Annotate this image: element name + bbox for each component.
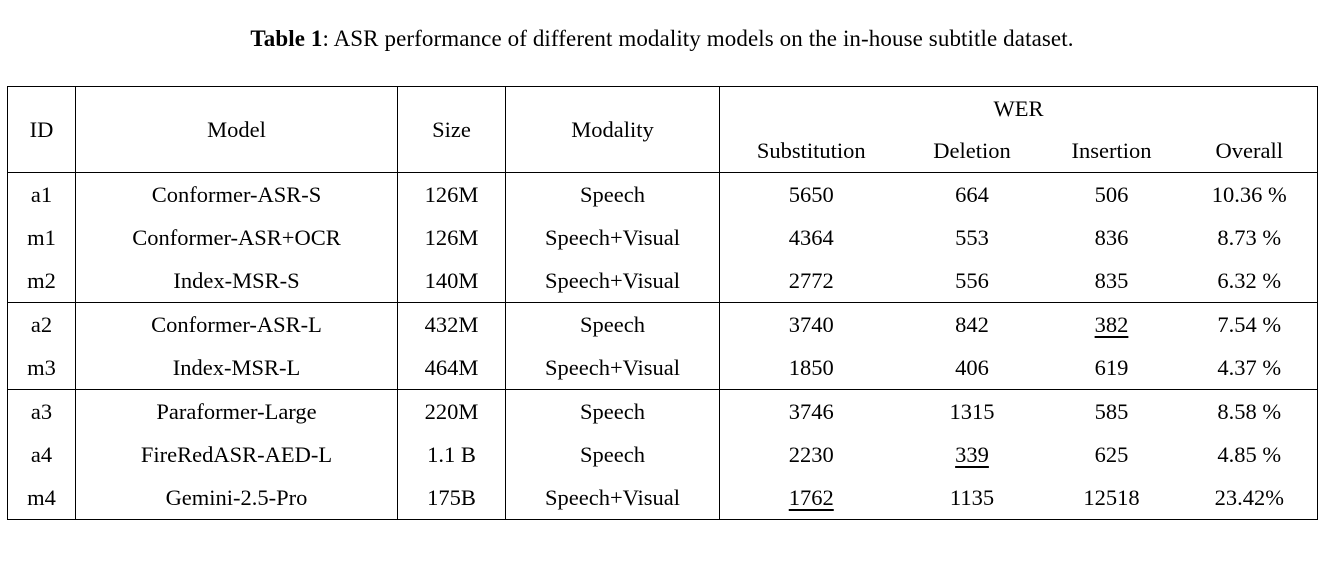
cell-size: 126M bbox=[397, 172, 506, 216]
table-row-m1: m1 Conformer-ASR+OCR 126M Speech+Visual … bbox=[7, 216, 1318, 259]
cell-insertion: 619 bbox=[1094, 354, 1129, 380]
cell-modality: Speech+Visual bbox=[505, 346, 720, 390]
header-modality: Modality bbox=[505, 86, 720, 173]
cell-id: m2 bbox=[7, 259, 76, 303]
cell-overall: 23.42% bbox=[1214, 484, 1284, 510]
header-insertion: Insertion bbox=[1071, 138, 1152, 163]
cell-overall: 6.32 % bbox=[1217, 267, 1282, 293]
header-size: Size bbox=[397, 86, 506, 173]
table-row-a2: a2 Conformer-ASR-L 432M Speech 3740 842 … bbox=[7, 302, 1318, 346]
cell-id: m1 bbox=[7, 216, 76, 259]
cell-id: a1 bbox=[7, 172, 76, 216]
table-row-a1: a1 Conformer-ASR-S 126M Speech 5650 664 … bbox=[7, 172, 1318, 216]
row-group-baselines: a3 Paraformer-Large 220M Speech 3746 131… bbox=[7, 389, 1318, 520]
cell-substitution: 1762 bbox=[788, 484, 834, 510]
cell-id: m3 bbox=[7, 346, 76, 390]
header-deletion: Deletion bbox=[933, 138, 1011, 163]
header-overall: Overall bbox=[1215, 138, 1283, 163]
cell-insertion: 585 bbox=[1094, 398, 1129, 424]
row-group-large-models: a2 Conformer-ASR-L 432M Speech 3740 842 … bbox=[7, 302, 1318, 390]
cell-substitution: 1850 bbox=[788, 354, 834, 380]
cell-substitution: 2230 bbox=[788, 441, 834, 467]
cell-modality: Speech+Visual bbox=[505, 476, 720, 520]
cell-model: Conformer-ASR-L bbox=[75, 302, 398, 346]
cell-modality: Speech+Visual bbox=[505, 259, 720, 303]
asr-results-table: ID Model Size Modality WER Substitution … bbox=[7, 86, 1318, 520]
cell-overall: 10.36 % bbox=[1211, 181, 1287, 207]
cell-deletion: 1135 bbox=[949, 484, 995, 510]
cell-model: Conformer-ASR+OCR bbox=[75, 216, 398, 259]
cell-overall: 8.58 % bbox=[1217, 398, 1282, 424]
cell-insertion: 625 bbox=[1094, 441, 1129, 467]
cell-insertion: 836 bbox=[1094, 224, 1129, 250]
cell-insertion: 12518 bbox=[1083, 484, 1140, 510]
cell-id: a2 bbox=[7, 302, 76, 346]
header-row-main: ID Model Size Modality WER bbox=[7, 86, 1318, 173]
cell-modality: Speech bbox=[505, 433, 720, 476]
cell-model: FireRedASR-AED-L bbox=[75, 433, 398, 476]
cell-model: Conformer-ASR-S bbox=[75, 172, 398, 216]
table-row-a3: a3 Paraformer-Large 220M Speech 3746 131… bbox=[7, 389, 1318, 433]
cell-model: Paraformer-Large bbox=[75, 389, 398, 433]
cell-size: 220M bbox=[397, 389, 506, 433]
cell-modality: Speech+Visual bbox=[505, 216, 720, 259]
cell-deletion: 406 bbox=[955, 354, 989, 380]
table-row-m2: m2 Index-MSR-S 140M Speech+Visual 2772 5… bbox=[7, 259, 1318, 303]
cell-deletion: 553 bbox=[955, 224, 989, 250]
cell-model: Gemini-2.5-Pro bbox=[75, 476, 398, 520]
header-row-sub: Substitution Deletion Insertion Overall bbox=[8, 130, 1318, 173]
cell-substitution: 3746 bbox=[788, 398, 834, 424]
cell-overall: 4.37 % bbox=[1217, 354, 1282, 380]
cell-id: a4 bbox=[7, 433, 76, 476]
cell-size: 464M bbox=[397, 346, 506, 390]
cell-size: 175B bbox=[397, 476, 506, 520]
cell-model: Index-MSR-S bbox=[75, 259, 398, 303]
cell-size: 1.1 B bbox=[397, 433, 506, 476]
cell-deletion: 556 bbox=[955, 267, 989, 293]
cell-overall: 7.54 % bbox=[1217, 311, 1282, 337]
header-id: ID bbox=[7, 86, 76, 173]
cell-overall: 8.73 % bbox=[1217, 224, 1282, 250]
cell-substitution: 5650 bbox=[788, 181, 834, 207]
cell-substitution: 3740 bbox=[788, 311, 834, 337]
cell-size: 432M bbox=[397, 302, 506, 346]
cell-id: a3 bbox=[7, 389, 76, 433]
cell-overall: 4.85 % bbox=[1217, 441, 1282, 467]
cell-modality: Speech bbox=[505, 389, 720, 433]
cell-modality: Speech bbox=[505, 172, 720, 216]
caption-text: : ASR performance of different modality … bbox=[322, 26, 1074, 51]
cell-id: m4 bbox=[7, 476, 76, 520]
table-row-a4: a4 FireRedASR-AED-L 1.1 B Speech 2230 33… bbox=[7, 433, 1318, 476]
header-substitution: Substitution bbox=[756, 138, 866, 163]
cell-modality: Speech bbox=[505, 302, 720, 346]
cell-deletion: 664 bbox=[955, 181, 989, 207]
cell-size: 140M bbox=[397, 259, 506, 303]
cell-deletion: 842 bbox=[955, 311, 989, 337]
cell-substitution: 4364 bbox=[788, 224, 834, 250]
cell-substitution: 2772 bbox=[788, 267, 834, 293]
row-group-small-models: a1 Conformer-ASR-S 126M Speech 5650 664 … bbox=[7, 172, 1318, 303]
header-model: Model bbox=[75, 86, 398, 173]
cell-insertion: 506 bbox=[1094, 181, 1129, 207]
cell-size: 126M bbox=[397, 216, 506, 259]
table-caption: Table 1: ASR performance of different mo… bbox=[7, 26, 1317, 52]
cell-insertion: 382 bbox=[1094, 311, 1129, 337]
cell-insertion: 835 bbox=[1094, 267, 1129, 293]
caption-label: Table 1 bbox=[250, 26, 323, 51]
table-row-m4: m4 Gemini-2.5-Pro 175B Speech+Visual 176… bbox=[7, 476, 1318, 520]
table-header: ID Model Size Modality WER Substitution … bbox=[7, 86, 1318, 173]
table-row-m3: m3 Index-MSR-L 464M Speech+Visual 1850 4… bbox=[7, 346, 1318, 390]
header-wer-group: WER bbox=[993, 95, 1044, 121]
cell-deletion: 339 bbox=[955, 441, 989, 467]
cell-model: Index-MSR-L bbox=[75, 346, 398, 390]
cell-deletion: 1315 bbox=[949, 398, 995, 424]
